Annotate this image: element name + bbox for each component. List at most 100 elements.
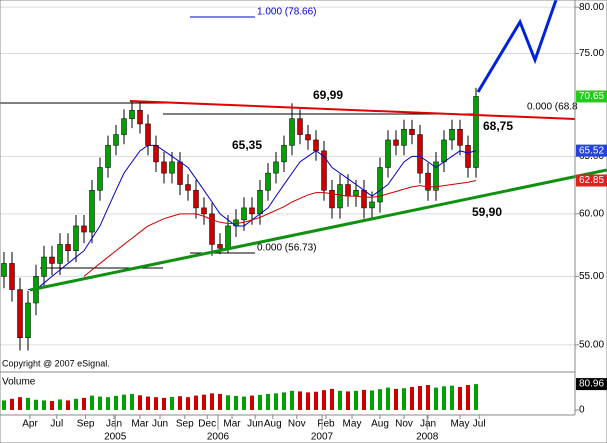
candle-body — [225, 225, 231, 249]
x-tick-label: Jul — [50, 419, 63, 430]
candle-body — [41, 256, 47, 277]
candle-body — [449, 128, 455, 141]
candle-body — [305, 134, 311, 141]
volume-bar — [322, 390, 326, 410]
x-tick-label: Mar — [131, 419, 149, 430]
last-value-box — [576, 174, 607, 187]
volume-bar — [466, 385, 470, 410]
x-tick-label: Jan — [420, 419, 436, 430]
projection — [476, 0, 558, 93]
annotation: 0.000 (56.73) — [257, 243, 317, 254]
volume-bar — [146, 396, 150, 410]
year-label: 2007 — [311, 432, 334, 443]
volume-bar — [418, 386, 422, 410]
candle-body — [73, 225, 79, 251]
candle-body — [1, 263, 7, 277]
volume-bar — [394, 388, 398, 410]
candle-body — [441, 139, 447, 163]
volume-bar — [290, 390, 294, 410]
volume-bar — [10, 398, 14, 410]
volume-bar — [2, 400, 6, 410]
annotation: 65,35 — [232, 138, 262, 152]
x-tick-label: Sep — [176, 419, 194, 430]
candle-body — [465, 145, 471, 168]
last-value-label: 70.65 — [579, 91, 604, 102]
volume-bar — [314, 391, 318, 410]
candle-body — [137, 110, 143, 125]
candle-body — [169, 161, 175, 174]
volume-bar — [242, 396, 246, 410]
volume-bar — [218, 394, 222, 410]
x-tick-label: May — [343, 419, 362, 430]
volume-bar — [18, 397, 22, 410]
year-label: 2006 — [207, 432, 230, 443]
x-tick-label: Apr — [22, 419, 38, 430]
volume-bar — [362, 389, 366, 410]
candle-body — [353, 190, 359, 197]
candle-body — [417, 134, 423, 174]
annotation: 59,90 — [472, 205, 502, 219]
copyright: Copyright @ 2007 eSignal. — [2, 358, 110, 368]
volume-bar — [50, 401, 54, 410]
x-tick-label: Mar — [223, 419, 241, 430]
candle-body — [185, 184, 191, 191]
last-value-box — [576, 144, 607, 157]
y-tick-label: 75.00 — [579, 48, 604, 59]
annotation: 0.000 (68.8 — [527, 102, 578, 113]
last-value-box — [576, 90, 607, 103]
volume-bar — [58, 399, 62, 410]
volume-bar — [442, 386, 446, 410]
candle-body — [145, 123, 151, 146]
candle-body — [337, 184, 343, 209]
volume-bar — [410, 386, 414, 410]
volume-bar — [162, 397, 166, 410]
y-tick-label: 55.00 — [579, 271, 604, 282]
volume-bar — [386, 387, 390, 410]
candle-body — [49, 256, 55, 264]
volume-bar — [130, 394, 134, 410]
volume-bar — [426, 385, 430, 410]
candle-body — [425, 172, 431, 191]
x-tick-label: Aug — [371, 419, 389, 430]
x-tick-label: Dec — [198, 419, 216, 430]
annotation: 69,99 — [313, 88, 343, 102]
volume-bar — [106, 397, 110, 410]
y-tick-label: 50.00 — [579, 340, 604, 351]
volume-bar — [178, 396, 182, 410]
volume-bar — [282, 392, 286, 410]
resistance-line — [129, 100, 576, 120]
volume-bar — [370, 390, 374, 410]
candle-body — [265, 172, 271, 191]
candle-body — [273, 161, 279, 174]
candle-body — [17, 289, 23, 338]
volume-bar — [122, 394, 126, 410]
candle-body — [9, 263, 15, 290]
x-tick-label: Aug — [264, 419, 282, 430]
y-tick-label: 80.00 — [579, 2, 604, 13]
candle-body — [329, 190, 335, 209]
candle-body — [193, 190, 199, 209]
candle-body — [289, 118, 295, 146]
support-line — [29, 168, 607, 292]
x-tick-label: May — [451, 419, 470, 430]
volume-bar — [26, 397, 30, 410]
volume-bar — [306, 392, 310, 410]
candle-body — [153, 145, 159, 163]
candle-body — [113, 134, 119, 146]
x-tick-label: Jul — [473, 419, 486, 430]
y-tick-label: 60.00 — [579, 209, 604, 220]
candle-body — [345, 184, 351, 197]
candle-body — [393, 139, 399, 146]
volume-bar — [330, 388, 334, 410]
volume-bar — [226, 395, 230, 410]
volume-bar — [258, 394, 262, 410]
volume-bar — [90, 395, 94, 410]
volume-bar — [42, 400, 46, 410]
volume-label: Volume — [2, 377, 36, 388]
volume-bar — [434, 387, 438, 410]
candle-body — [129, 110, 135, 119]
candle-body — [369, 201, 375, 209]
candle-body — [177, 161, 183, 185]
